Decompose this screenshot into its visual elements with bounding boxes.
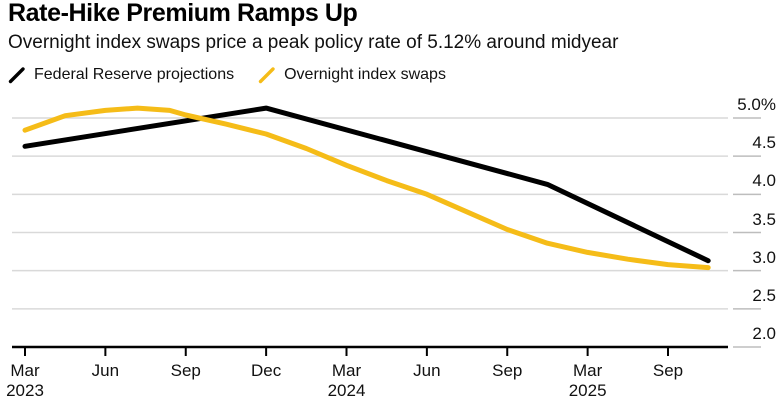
x-axis-label: Mar 2024 (327, 361, 366, 400)
chart-subtitle: Overnight index swaps price a peak polic… (8, 32, 619, 53)
legend-item-ois: Overnight index swaps (258, 66, 446, 84)
y-axis-label: 3.5 (752, 209, 776, 229)
ois-line (22, 105, 711, 271)
y-axis-label: 4.0 (752, 171, 776, 191)
legend-label-ois: Overnight index swaps (284, 66, 446, 83)
x-axis-label: Sep (652, 361, 684, 380)
x-axis-label: Mar 2023 (6, 361, 44, 400)
x-axis-label: Sep (492, 361, 523, 380)
x-axis-label: Jun (91, 361, 120, 380)
y-axis-label: 4.5 (752, 133, 776, 153)
ois-line-swatch-icon (258, 67, 275, 84)
x-axis-label: Mar 2025 (568, 361, 607, 400)
legend-label-fed-projections: Federal Reserve projections (34, 66, 235, 83)
fed-projections-line (22, 105, 711, 264)
chart-title: Rate-Hike Premium Ramps Up (8, 0, 358, 27)
fed-line-swatch-icon (8, 67, 25, 84)
y-axis-label: 2.0 (752, 324, 776, 343)
legend: Federal Reserve projections Overnight in… (8, 63, 446, 87)
y-axis-label: 5.0% (737, 95, 776, 114)
x-axis-label: Jun (413, 361, 441, 380)
y-axis-label: 3.0 (752, 247, 776, 267)
legend-item-fed-projections: Federal Reserve projections (8, 66, 234, 84)
y-axis-label: 2.5 (752, 285, 776, 305)
x-axis-label: Sep (170, 361, 201, 380)
x-axis-label: Dec (251, 361, 282, 380)
